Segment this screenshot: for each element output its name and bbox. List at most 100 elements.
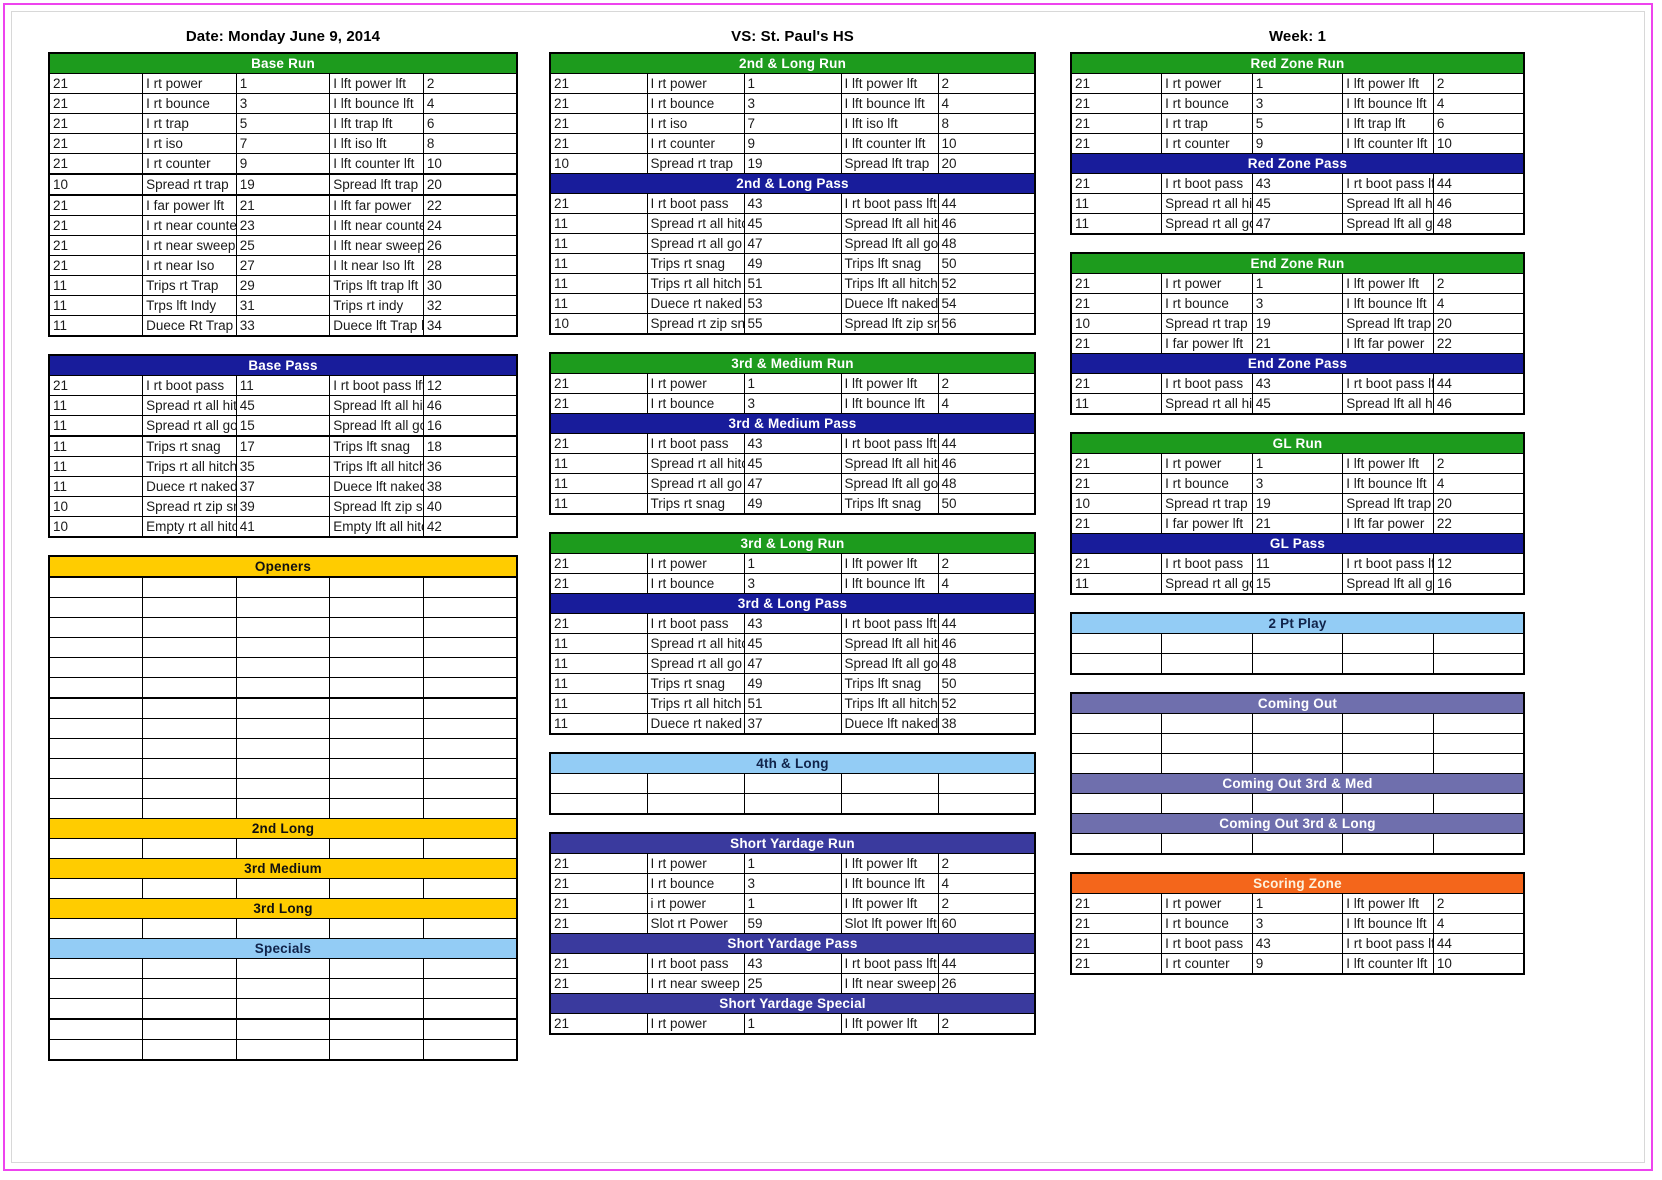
cell-personnel-left[interactable]: 11 [549, 713, 648, 735]
cell-number-left[interactable]: 31 [235, 295, 331, 316]
cell-number-right[interactable]: 44 [937, 953, 1036, 974]
cell-number-left[interactable] [235, 958, 331, 979]
cell-personnel-left[interactable] [1070, 833, 1163, 855]
cell-number-left[interactable]: 7 [235, 133, 331, 154]
cell-play-left[interactable] [142, 597, 237, 618]
cell-number-left[interactable]: 45 [743, 213, 842, 234]
cell-play-right[interactable]: Trips lft snag [840, 253, 939, 274]
cell-number-left[interactable]: 5 [235, 113, 331, 134]
cell-play-left[interactable]: I rt boot pass [1161, 933, 1253, 954]
cell-number-right[interactable]: 6 [1432, 113, 1525, 134]
cell-personnel-left[interactable]: 21 [1070, 373, 1163, 394]
cell-play-right[interactable]: I lft bounce lft [1342, 913, 1434, 934]
cell-play-left[interactable] [142, 798, 237, 819]
cell-play-left[interactable]: I far power lft [1161, 333, 1253, 354]
table-row[interactable]: 21 I rt boot pass 43 I rt boot pass lft 44 [1070, 173, 1525, 194]
cell-number-right[interactable] [937, 773, 1036, 794]
cell-number-left[interactable] [235, 1018, 331, 1040]
cell-number-left[interactable] [1251, 753, 1344, 774]
table-row[interactable] [1070, 753, 1525, 774]
cell-number-right[interactable]: 48 [937, 653, 1036, 674]
cell-number-left[interactable]: 37 [743, 713, 842, 735]
cell-play-right[interactable]: Spread lft all hitch [840, 633, 939, 654]
cell-number-left[interactable] [235, 778, 331, 799]
table-row[interactable]: 21 I rt power 1 I lft power lft 2 [1070, 893, 1525, 914]
cell-number-right[interactable]: 4 [1432, 913, 1525, 934]
table-row[interactable]: 21 I rt power 1 I lft power lft 2 [48, 73, 518, 94]
cell-number-left[interactable]: 55 [743, 313, 842, 335]
cell-number-right[interactable] [422, 918, 518, 939]
cell-play-left[interactable]: I rt boot pass [1161, 553, 1253, 574]
cell-play-left[interactable]: Trips rt snag [646, 253, 745, 274]
cell-number-left[interactable]: 45 [1251, 393, 1344, 415]
table-row[interactable] [48, 718, 518, 739]
cell-personnel-left[interactable]: 21 [1070, 273, 1163, 294]
cell-play-left[interactable] [1161, 713, 1253, 734]
cell-personnel-left[interactable] [48, 838, 144, 859]
cell-personnel-left[interactable] [48, 657, 144, 678]
cell-number-right[interactable] [1432, 633, 1525, 654]
cell-personnel-left[interactable] [1070, 653, 1163, 675]
cell-play-left[interactable] [142, 878, 237, 899]
cell-play-right[interactable]: Trips lft all hitch [329, 456, 424, 477]
cell-number-left[interactable] [235, 878, 331, 899]
cell-play-left[interactable]: Trips rt all hitch [142, 456, 237, 477]
cell-number-right[interactable] [422, 576, 518, 598]
cell-personnel-left[interactable]: 21 [549, 873, 648, 894]
cell-play-right[interactable] [840, 793, 939, 815]
table-row[interactable]: 21 I rt near Iso 27 I lt near Iso lft 28 [48, 255, 518, 276]
cell-number-right[interactable] [1432, 653, 1525, 675]
cell-number-right[interactable]: 12 [422, 375, 518, 396]
cell-play-right[interactable]: Spread lft trap [1342, 313, 1434, 334]
cell-play-right[interactable]: I rt boot pass lft [1342, 933, 1434, 954]
cell-number-left[interactable]: 49 [743, 673, 842, 694]
cell-play-right[interactable]: Spread lft zip snag [840, 313, 939, 335]
cell-number-right[interactable] [1432, 793, 1525, 814]
table-row[interactable] [48, 597, 518, 618]
cell-number-right[interactable]: 48 [1432, 213, 1525, 235]
table-row[interactable]: 11 Spread rt all go 15 Spread lft all go 16 [1070, 573, 1525, 595]
cell-number-left[interactable] [235, 657, 331, 678]
cell-play-left[interactable]: I rt power [646, 553, 745, 574]
cell-play-right[interactable]: I lft power lft [1342, 453, 1434, 474]
cell-personnel-left[interactable]: 21 [48, 133, 144, 154]
cell-number-right[interactable]: 50 [937, 493, 1036, 515]
cell-personnel-left[interactable]: 11 [549, 453, 648, 474]
cell-number-left[interactable]: 33 [235, 315, 331, 337]
cell-number-left[interactable]: 27 [235, 255, 331, 276]
cell-number-right[interactable]: 42 [422, 516, 518, 538]
cell-number-left[interactable] [235, 677, 331, 699]
cell-number-left[interactable] [235, 697, 331, 719]
table-row[interactable]: 21 I rt power 1 I lft power lft 2 [1070, 273, 1525, 294]
cell-play-left[interactable] [1161, 793, 1253, 814]
cell-play-right[interactable] [1342, 653, 1434, 675]
cell-number-right[interactable]: 54 [937, 293, 1036, 314]
cell-number-right[interactable]: 2 [1432, 73, 1525, 94]
cell-number-right[interactable] [422, 597, 518, 618]
cell-number-right[interactable]: 22 [1432, 333, 1525, 354]
cell-play-left[interactable]: I rt bounce [646, 93, 745, 114]
cell-number-right[interactable] [422, 958, 518, 979]
cell-play-left[interactable]: I rt power [1161, 73, 1253, 94]
cell-personnel-left[interactable]: 21 [1070, 93, 1163, 114]
cell-number-left[interactable]: 1 [743, 853, 842, 874]
cell-personnel-left[interactable]: 21 [1070, 173, 1163, 194]
table-row[interactable]: 10 Spread rt trap 19 Spread lft trap 20 [1070, 493, 1525, 514]
cell-number-left[interactable]: 19 [1251, 493, 1344, 514]
cell-play-left[interactable]: I rt bounce [646, 393, 745, 414]
cell-personnel-left[interactable]: 21 [549, 133, 648, 154]
cell-play-left[interactable] [142, 958, 237, 979]
cell-play-right[interactable]: I lft power lft [840, 373, 939, 394]
cell-number-left[interactable] [235, 918, 331, 939]
cell-play-right[interactable] [329, 657, 424, 678]
cell-number-right[interactable]: 8 [422, 133, 518, 154]
cell-personnel-left[interactable] [48, 798, 144, 819]
cell-number-right[interactable]: 40 [422, 496, 518, 517]
cell-personnel-left[interactable]: 11 [48, 275, 144, 296]
cell-personnel-left[interactable]: 10 [549, 313, 648, 335]
table-row[interactable]: 21 I rt power 1 I lft power lft 2 [549, 853, 1036, 874]
cell-number-right[interactable] [422, 1018, 518, 1040]
table-row[interactable] [48, 677, 518, 699]
cell-personnel-left[interactable] [48, 758, 144, 779]
